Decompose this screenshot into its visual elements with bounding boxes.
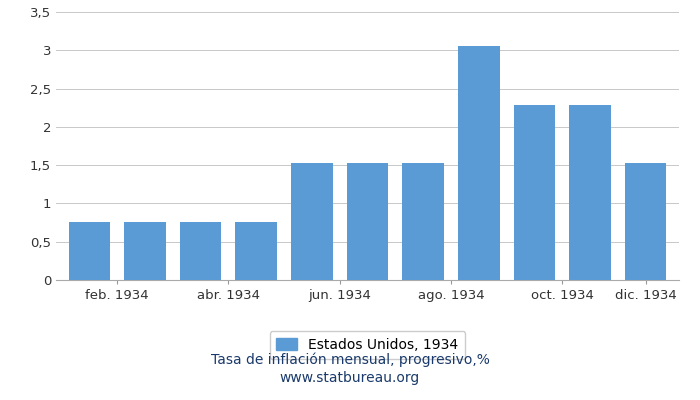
Bar — [124, 222, 166, 280]
Bar — [514, 106, 555, 280]
Text: www.statbureau.org: www.statbureau.org — [280, 371, 420, 385]
Bar — [625, 163, 666, 280]
Bar — [402, 163, 444, 280]
Legend: Estados Unidos, 1934: Estados Unidos, 1934 — [270, 331, 466, 359]
Text: Tasa de inflación mensual, progresivo,%: Tasa de inflación mensual, progresivo,% — [211, 353, 489, 367]
Bar — [291, 163, 332, 280]
Bar — [180, 222, 221, 280]
Bar — [458, 46, 500, 280]
Bar — [69, 222, 110, 280]
Bar — [569, 106, 611, 280]
Bar — [346, 163, 389, 280]
Bar — [235, 222, 277, 280]
